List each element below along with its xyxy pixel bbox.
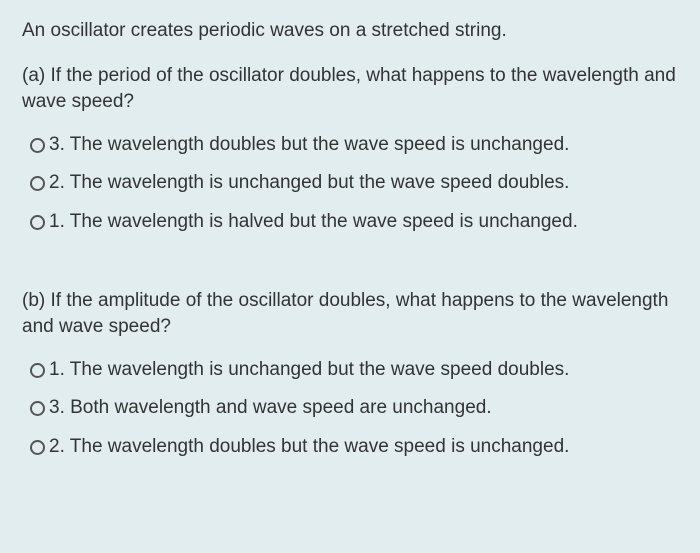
option-b-3[interactable]: 2. The wavelength doubles but the wave s… xyxy=(30,434,678,461)
part-a-options: 3. The wavelength doubles but the wave s… xyxy=(22,132,678,236)
option-b-2-text: 3. Both wavelength and wave speed are un… xyxy=(49,395,492,422)
option-a-1-text: 3. The wavelength doubles but the wave s… xyxy=(49,132,569,159)
part-b: (b) If the amplitude of the oscillator d… xyxy=(22,288,678,461)
question-page: An oscillator creates periodic waves on … xyxy=(0,0,700,491)
option-b-1[interactable]: 1. The wavelength is unchanged but the w… xyxy=(30,357,678,384)
radio-b-1[interactable] xyxy=(30,363,45,378)
radio-a-1[interactable] xyxy=(30,138,45,153)
part-b-options: 1. The wavelength is unchanged but the w… xyxy=(22,357,678,461)
spacer xyxy=(22,248,678,288)
intro-text: An oscillator creates periodic waves on … xyxy=(22,18,678,45)
option-a-3[interactable]: 1. The wavelength is halved but the wave… xyxy=(30,209,678,236)
option-b-1-text: 1. The wavelength is unchanged but the w… xyxy=(49,357,569,384)
part-b-stem: (b) If the amplitude of the oscillator d… xyxy=(22,288,678,341)
option-a-1[interactable]: 3. The wavelength doubles but the wave s… xyxy=(30,132,678,159)
option-a-3-text: 1. The wavelength is halved but the wave… xyxy=(49,209,578,236)
radio-b-2[interactable] xyxy=(30,401,45,416)
radio-b-3[interactable] xyxy=(30,440,45,455)
radio-a-3[interactable] xyxy=(30,215,45,230)
option-a-2[interactable]: 2. The wavelength is unchanged but the w… xyxy=(30,170,678,197)
option-a-2-text: 2. The wavelength is unchanged but the w… xyxy=(49,170,569,197)
radio-a-2[interactable] xyxy=(30,176,45,191)
option-b-2[interactable]: 3. Both wavelength and wave speed are un… xyxy=(30,395,678,422)
option-b-3-text: 2. The wavelength doubles but the wave s… xyxy=(49,434,569,461)
part-a: (a) If the period of the oscillator doub… xyxy=(22,63,678,236)
part-a-stem: (a) If the period of the oscillator doub… xyxy=(22,63,678,116)
